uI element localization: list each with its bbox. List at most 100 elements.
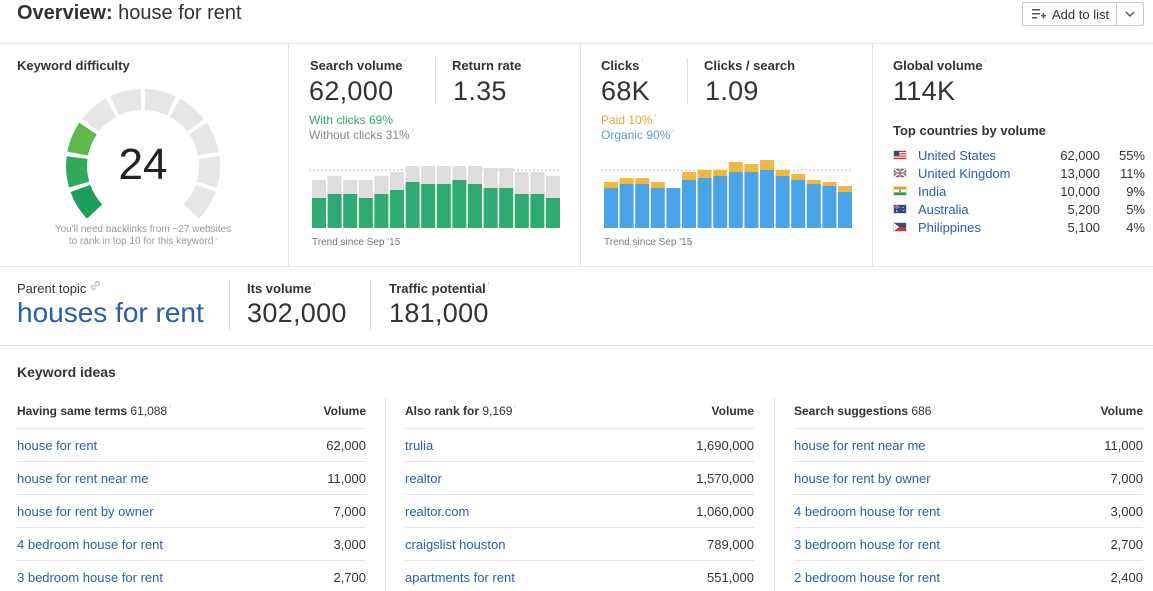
country-row-india[interactable]: India 10,000 9% [893,182,1145,200]
clicks-bar-organic [635,184,650,228]
keyword-volume: 2,700 [333,569,366,585]
info-icon[interactable]: ' [523,58,526,68]
keyword-link[interactable]: 4 bedroom house for rent [794,503,940,519]
country-name[interactable]: India [918,183,947,199]
col-title[interactable]: Search suggestions [794,404,909,418]
clicks-bar-organic [650,188,665,228]
divider [774,398,775,591]
col-head-search-suggestions: Search suggestions 686 ' Volume [794,404,1143,418]
add-to-list-main[interactable]: Add to list [1023,3,1117,25]
keyword-link[interactable]: house for rent [17,437,98,453]
keyword-link[interactable]: craigslist houston [405,536,506,552]
keyword-link[interactable]: realtor [405,470,442,486]
country-row-us[interactable]: United States 62,000 55% [893,146,1145,164]
clicks-bar-organic [697,178,712,228]
divider [580,43,581,266]
sv-bar-with-clicks [421,184,436,228]
keyword-volume: 551,000 [707,569,754,585]
without-clicks-text: Without clicks 31% ' [309,128,414,142]
keyword-link[interactable]: realtor.com [405,503,470,519]
sv-bar-with-clicks [436,184,451,228]
table-row: house for rent 62,000 [17,428,366,461]
gauge-segment [169,98,204,132]
clicks-bar-organic [682,180,696,228]
info-icon[interactable]: ' [797,58,799,68]
info-icon[interactable]: ' [984,58,987,68]
country-row-australia[interactable]: Australia 5,200 5% [893,200,1145,218]
sv-bar-without-clicks [530,172,545,194]
link-icon[interactable] [91,281,100,290]
parent-topic-link[interactable]: houses for rent [17,297,204,328]
traffic-potential-label: Traffic potential ' [389,281,490,296]
sv-trend-label: Trend since Sep '15 [312,237,401,248]
country-name[interactable]: United States [918,147,997,163]
info-icon[interactable]: ' [487,281,490,291]
table-row: 3 bedroom house for rent 2,700 [794,527,1143,560]
keyword-link[interactable]: 2 bedroom house for rent [794,569,940,585]
clicks-bar-organic [791,180,806,228]
sv-bar-without-clicks [436,166,451,184]
clicks-bar-organic [775,176,790,228]
keyword-link[interactable]: 3 bedroom house for rent [794,536,940,552]
keyword-link[interactable]: house for rent by owner [17,503,154,519]
clicks-per-search-label: Clicks / search ' [704,58,799,73]
info-icon[interactable]: ' [131,58,134,68]
clicks-bar-paid [806,180,821,184]
add-to-list-button[interactable]: Add to list [1022,2,1144,26]
divider [385,398,386,591]
keyword-volume: 1,060,000 [696,503,754,519]
table-row: 4 bedroom house for rent 3,000 [794,494,1143,527]
country-name[interactable]: Australia [918,201,969,217]
country-pct: 4% [1126,219,1145,235]
keyword-link[interactable]: 4 bedroom house for rent [17,536,163,552]
table-row: house for rent near me 11,000 [794,428,1143,461]
clicks-bar-paid [775,170,790,176]
clicks-bar-organic [728,172,743,228]
sv-bar-without-clicks [514,172,529,194]
sv-bar-with-clicks [499,188,514,228]
table-row: realtor 1,570,000 [405,461,754,494]
clicks-bar-paid [635,178,650,184]
return-rate-label: Return rate ' [452,58,526,73]
keyword-volume: 62,000 [326,437,366,453]
col-count: 61,088 [130,404,168,418]
keyword-link[interactable]: house for rent by owner [794,470,931,486]
uk-flag-icon [893,168,907,178]
keyword-link[interactable]: house for rent near me [17,470,149,486]
info-icon[interactable]: ' [404,58,407,68]
country-row-philippines[interactable]: Philippines 5,100 4% [893,218,1145,236]
divider [229,280,230,330]
search-volume-trend-chart [309,166,561,228]
country-name[interactable]: United Kingdom [918,165,1011,181]
with-clicks-text: With clicks 69% [309,113,394,127]
keyword-link[interactable]: apartments for rent [405,569,515,585]
divider [435,58,436,104]
paid-text: Paid 10% ' [601,113,657,127]
gauge-segment [189,122,219,156]
country-name[interactable]: Philippines [918,219,981,235]
keyword-link[interactable]: house for rent near me [794,437,926,453]
col-title[interactable]: Having same terms [17,404,128,418]
add-to-list-dropdown[interactable] [1117,3,1143,25]
info-icon[interactable]: ' [641,58,644,68]
info-icon[interactable]: ' [313,281,316,291]
sv-bar-with-clicks [374,194,389,228]
divider [0,266,1153,267]
sv-bar-with-clicks [390,190,404,228]
sv-bar-without-clicks [358,180,373,198]
sv-bar-with-clicks [452,180,467,228]
keyword-link[interactable]: 3 bedroom house for rent [17,569,163,585]
col-volume-header: Volume [323,404,366,418]
clicks-per-search-value: 1.09 [705,76,759,106]
chevron-down-icon [1125,11,1135,17]
return-rate-value: 1.35 [453,76,507,106]
clicks-bar-paid [791,174,806,180]
table-row: house for rent near me 11,000 [17,461,366,494]
keyword-link[interactable]: trulia [405,437,434,453]
sv-bar-with-clicks [546,198,560,228]
philippines-flag-icon [893,222,907,232]
col-head-also-rank-for: Also rank for 9,169 ' Volume [405,404,754,418]
col-title[interactable]: Also rank for [405,404,480,418]
country-row-uk[interactable]: United Kingdom 13,000 11% [893,164,1145,182]
table-row: house for rent by owner 7,000 [17,494,366,527]
